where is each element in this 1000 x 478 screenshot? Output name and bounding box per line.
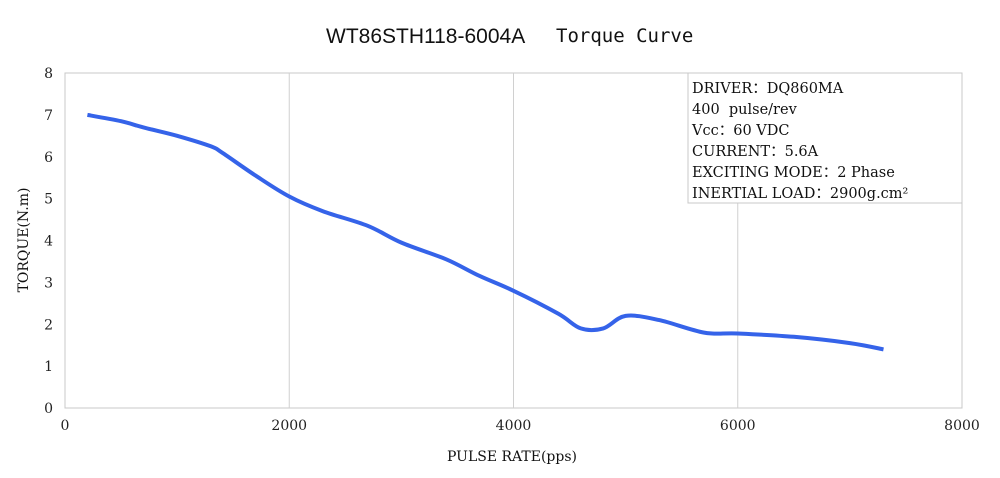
info-box: DRIVER：DQ860MA 400 pulse/rev Vcc：60 VDC … bbox=[687, 72, 963, 204]
x-axis-ticks: 0 2000 4000 6000 8000 bbox=[61, 418, 980, 434]
info-box-frame bbox=[687, 72, 963, 204]
x-tick-label: 0 bbox=[61, 418, 70, 434]
grid-lines bbox=[288, 73, 739, 408]
info-current: CURRENT：5.6A bbox=[692, 144, 819, 160]
info-driver: DRIVER：DQ860MA bbox=[692, 81, 844, 97]
series-group bbox=[87, 112, 884, 352]
torque-series-line bbox=[87, 112, 884, 352]
title-model: WT86STH118-6004A bbox=[326, 25, 525, 48]
x-axis-label: PULSE RATE(pps) bbox=[447, 449, 577, 465]
chart-title: WT86STH118-6004A Torque Curve bbox=[326, 25, 693, 48]
x-tick-label: 8000 bbox=[944, 418, 980, 434]
info-pulse: 400 pulse/rev bbox=[692, 102, 798, 118]
y-tick-label: 4 bbox=[44, 234, 53, 250]
y-tick-label: 6 bbox=[44, 150, 53, 166]
y-axis-label: TORQUE(N.m) bbox=[16, 188, 32, 293]
y-tick-label: 1 bbox=[44, 359, 53, 375]
y-axis-ticks: 0 1 2 3 4 5 6 7 8 bbox=[44, 66, 53, 417]
x-tick-label: 6000 bbox=[720, 418, 756, 434]
x-tick-label: 2000 bbox=[271, 418, 307, 434]
title-curve: Torque Curve bbox=[556, 25, 693, 47]
y-tick-label: 2 bbox=[44, 317, 53, 333]
x-tick-label: 4000 bbox=[496, 418, 532, 434]
y-tick-label: 5 bbox=[44, 192, 53, 208]
y-tick-label: 3 bbox=[44, 275, 53, 291]
info-inertial-load: INERTIAL LOAD：2900g.cm² bbox=[692, 186, 908, 202]
y-tick-label: 0 bbox=[44, 401, 53, 417]
y-tick-label: 8 bbox=[44, 66, 53, 82]
y-tick-label: 7 bbox=[44, 108, 53, 124]
info-vcc: Vcc：60 VDC bbox=[691, 123, 789, 139]
info-exciting-mode: EXCITING MODE：2 Phase bbox=[692, 165, 895, 181]
